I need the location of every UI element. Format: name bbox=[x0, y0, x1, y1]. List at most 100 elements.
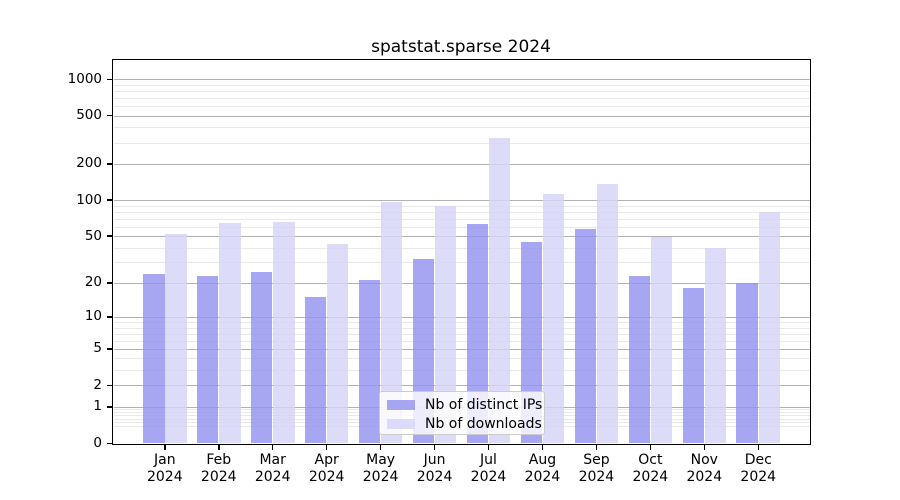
gridline-minor bbox=[113, 247, 810, 249]
x-tick-label: Jan 2024 bbox=[146, 452, 183, 485]
bar-oct-downloads bbox=[650, 237, 673, 444]
gridline-major-500 bbox=[113, 115, 810, 117]
x-tick-mark bbox=[649, 444, 652, 451]
bar-jul-distinct-ips bbox=[466, 224, 489, 444]
bar-nov-distinct-ips bbox=[682, 288, 704, 444]
x-tick-label: Sep 2024 bbox=[578, 452, 615, 485]
gridline-minor bbox=[113, 358, 810, 360]
legend-item-downloads: Nb of downloads bbox=[387, 414, 544, 433]
y-tick-mark bbox=[107, 384, 113, 387]
legend-swatch-downloads-icon bbox=[387, 418, 415, 429]
gridline-minor bbox=[113, 98, 810, 100]
legend-item-distinct-ips: Nb of distinct IPs bbox=[387, 395, 544, 414]
bar-sep-downloads bbox=[596, 184, 619, 444]
x-tick-label: Jul 2024 bbox=[470, 452, 507, 485]
x-tick-mark bbox=[541, 444, 544, 451]
bar-dec-downloads bbox=[758, 212, 781, 444]
bar-oct-distinct-ips bbox=[628, 275, 651, 444]
bar-jan-downloads bbox=[165, 234, 187, 444]
gridline-major-1000 bbox=[113, 79, 810, 81]
y-tick-label: 20 bbox=[84, 274, 102, 291]
y-tick-mark bbox=[107, 348, 113, 350]
y-tick-mark bbox=[107, 406, 113, 408]
x-tick-mark bbox=[271, 444, 274, 451]
legend: Nb of distinct IPs Nb of downloads bbox=[379, 391, 545, 435]
gridline-minor bbox=[113, 327, 810, 329]
x-tick-label: Oct 2024 bbox=[632, 452, 669, 485]
x-tick-label: Mar 2024 bbox=[254, 452, 291, 485]
gridline-minor bbox=[113, 321, 810, 323]
gridline-minor bbox=[113, 127, 810, 129]
bar-jun-downloads bbox=[434, 205, 457, 444]
gridline-major-50 bbox=[113, 236, 810, 238]
x-tick-mark bbox=[757, 444, 759, 451]
y-tick-mark bbox=[107, 282, 113, 284]
y-tick-mark bbox=[107, 442, 113, 445]
y-tick-label: 1 bbox=[93, 398, 102, 415]
y-tick-mark bbox=[107, 199, 113, 201]
y-tick-mark bbox=[107, 316, 113, 318]
y-tick-mark bbox=[107, 163, 113, 165]
bar-may-downloads bbox=[380, 202, 403, 444]
x-tick-mark bbox=[487, 444, 490, 451]
bar-mar-downloads bbox=[273, 221, 295, 444]
bar-apr-downloads bbox=[326, 243, 349, 444]
chart-title: spatstat.sparse 2024 bbox=[371, 37, 551, 57]
bar-apr-distinct-ips bbox=[304, 297, 327, 444]
gridline-major-5 bbox=[113, 348, 810, 350]
gridline-minor bbox=[113, 142, 810, 144]
y-tick-mark bbox=[107, 114, 113, 117]
x-tick-mark bbox=[433, 444, 436, 451]
gridline-major-2 bbox=[113, 385, 810, 387]
legend-label-distinct-ips: Nb of distinct IPs bbox=[425, 396, 543, 413]
bar-jul-downloads bbox=[488, 138, 511, 444]
gridline-major-10 bbox=[113, 316, 810, 318]
gridline-minor bbox=[113, 91, 810, 93]
gridline-major-200 bbox=[113, 163, 810, 165]
bar-nov-downloads bbox=[704, 247, 727, 444]
y-tick-label: 100 bbox=[76, 191, 102, 208]
gridline-minor bbox=[113, 370, 810, 372]
x-tick-mark bbox=[325, 444, 328, 451]
legend-swatch-distinct-ips-icon bbox=[387, 399, 415, 410]
y-tick-mark bbox=[107, 78, 113, 81]
y-tick-label: 5 bbox=[93, 340, 102, 357]
gridline-major-100 bbox=[113, 200, 810, 202]
y-tick-label: 10 bbox=[84, 308, 102, 325]
bar-feb-downloads bbox=[219, 223, 241, 444]
y-tick-mark bbox=[107, 235, 113, 237]
y-tick-label: 0 bbox=[93, 434, 102, 451]
bar-aug-downloads bbox=[542, 194, 565, 444]
x-tick-label: Apr 2024 bbox=[308, 452, 345, 485]
gridline-minor bbox=[113, 340, 810, 342]
gridline-minor bbox=[113, 218, 810, 220]
y-tick-label: 500 bbox=[76, 107, 102, 124]
x-tick-mark bbox=[595, 444, 598, 451]
gridline-major-20 bbox=[113, 282, 810, 284]
bar-may-distinct-ips bbox=[358, 280, 381, 444]
bar-jan-distinct-ips bbox=[143, 273, 165, 444]
plot-area bbox=[113, 61, 810, 444]
y-tick-label: 50 bbox=[84, 227, 102, 244]
gridline-minor bbox=[113, 205, 810, 207]
x-tick-label: Nov 2024 bbox=[686, 452, 723, 485]
x-tick-mark bbox=[379, 444, 382, 451]
bar-feb-distinct-ips bbox=[196, 275, 219, 444]
gridline-minor bbox=[113, 262, 810, 264]
bar-sep-distinct-ips bbox=[574, 229, 597, 444]
x-tick-label: May 2024 bbox=[362, 452, 399, 485]
x-tick-label: Jun 2024 bbox=[416, 452, 453, 485]
bar-mar-distinct-ips bbox=[250, 271, 273, 444]
gridline-minor bbox=[113, 226, 810, 228]
x-tick-label: Dec 2024 bbox=[740, 452, 777, 485]
x-tick-mark bbox=[703, 444, 706, 451]
bar-dec-distinct-ips bbox=[736, 282, 758, 444]
y-tick-label: 2 bbox=[93, 376, 102, 393]
gridline-minor bbox=[113, 211, 810, 213]
plot-border bbox=[112, 59, 811, 445]
legend-label-downloads: Nb of downloads bbox=[425, 415, 542, 432]
x-tick-mark bbox=[164, 444, 166, 451]
x-tick-label: Aug 2024 bbox=[524, 452, 561, 485]
x-tick-mark bbox=[218, 444, 220, 451]
